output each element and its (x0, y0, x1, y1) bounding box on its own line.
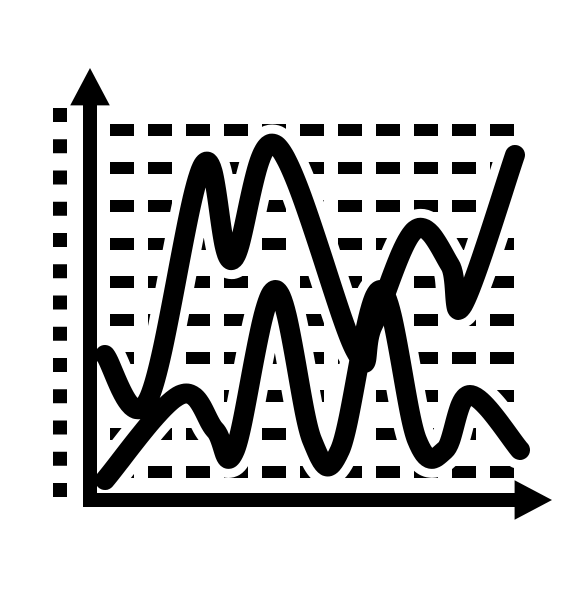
line-chart-icon (0, 0, 570, 600)
chart-svg (0, 0, 570, 600)
